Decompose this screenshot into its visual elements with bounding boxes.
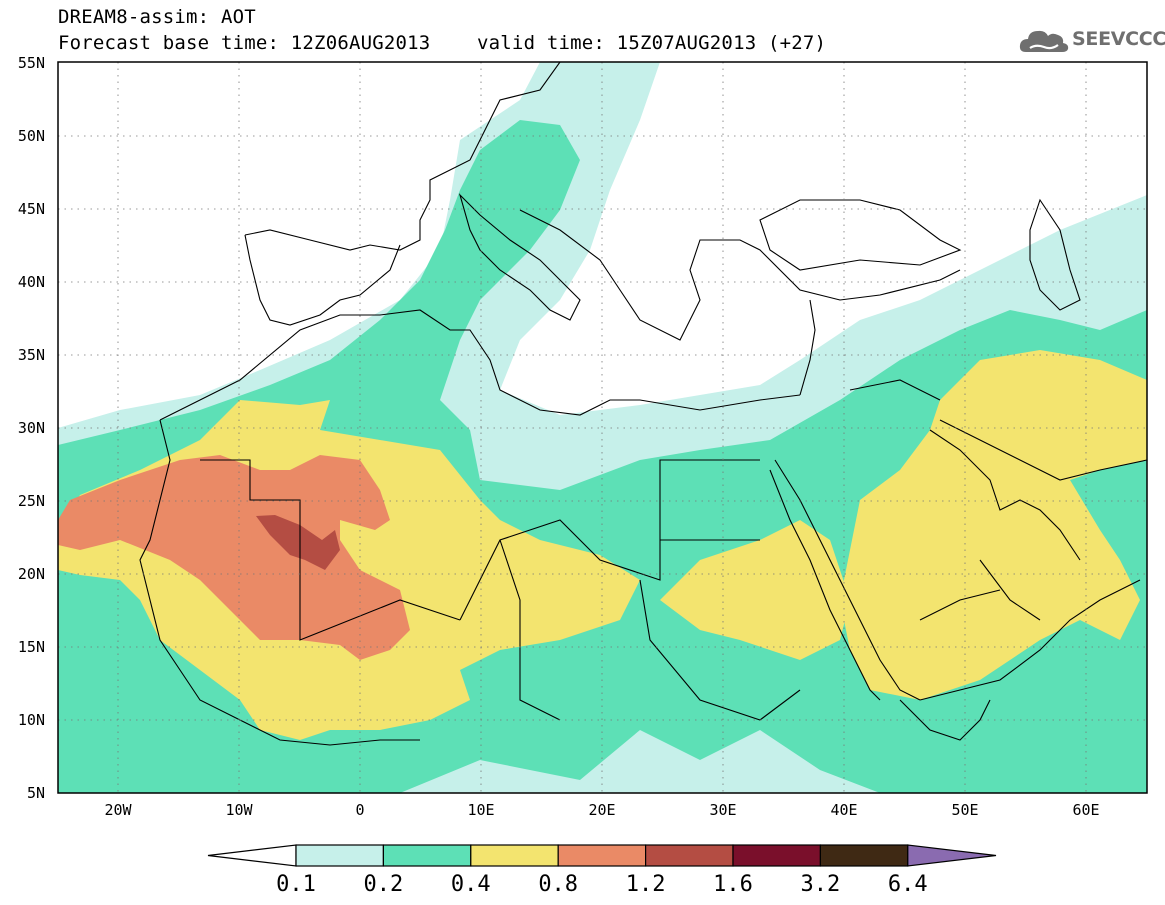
- colorbar-swatch-1.6: [732, 844, 822, 867]
- map-subtitle: Forecast base time: 12Z06AUG2013 valid t…: [58, 32, 826, 54]
- colorbar-label: 0.1: [276, 872, 316, 897]
- lon-label: 50E: [951, 801, 978, 819]
- colorbar-label: 0.4: [451, 872, 491, 897]
- lat-label: 55N: [18, 54, 45, 72]
- lat-label: 50N: [18, 127, 45, 145]
- map-frame: [57, 61, 1148, 794]
- lon-label: 20W: [104, 801, 132, 819]
- aot-band-0.4-sudan: [660, 520, 850, 660]
- lon-label: 20E: [588, 801, 615, 819]
- lat-axis: 55N 50N 45N 40N 35N 30N 25N 20N 15N 10N …: [18, 54, 45, 802]
- logo-text: SEEVCCC: [1072, 28, 1165, 50]
- colorbar-label: 0.2: [364, 872, 404, 897]
- colorbar-swatch-0.2: [382, 844, 472, 867]
- aot-contours: [58, 62, 1147, 793]
- colorbar-min-arrow: [207, 844, 297, 867]
- seevccc-logo: SEEVCCC: [1018, 26, 1165, 58]
- lon-axis: 20W 10W 0 10E 20E 30E 40E 50E 60E: [104, 801, 1099, 819]
- cloud-icon: [1019, 30, 1069, 52]
- lon-label: 10E: [467, 801, 494, 819]
- lon-label: 0: [355, 801, 364, 819]
- lat-label: 40N: [18, 273, 45, 291]
- lat-label: 15N: [18, 638, 45, 656]
- lon-label: 30E: [709, 801, 736, 819]
- lat-label: 10N: [18, 711, 45, 729]
- colorbar-max-arrow: [907, 844, 997, 867]
- colorbar-label: 6.4: [888, 872, 928, 897]
- colorbar-label: 0.8: [538, 872, 578, 897]
- aot-band-1.2: [256, 515, 340, 570]
- aot-band-0.8: [58, 455, 410, 660]
- lon-label: 10W: [225, 801, 253, 819]
- aot-band-0.4-arabia: [840, 350, 1147, 700]
- forecast-base-time: Forecast base time: 12Z06AUG2013: [58, 32, 431, 54]
- lat-label: 5N: [27, 784, 45, 802]
- lat-label: 30N: [18, 419, 45, 437]
- colorbar-swatch-0.4: [470, 844, 559, 867]
- valid-time: valid time: 15Z07AUG2013 (+27): [477, 32, 827, 54]
- colorbar-labels: 0.1 0.2 0.4 0.8 1.2 1.6 3.2 6.4: [276, 872, 928, 897]
- lat-label: 35N: [18, 346, 45, 364]
- colorbar-label: 1.2: [626, 872, 666, 897]
- colorbar-label: 1.6: [713, 872, 753, 897]
- colorbar-swatch-3.2: [819, 844, 909, 867]
- lat-label: 45N: [18, 200, 45, 218]
- colorbar-swatch-1.2: [644, 844, 734, 867]
- lat-label: 25N: [18, 492, 45, 510]
- colorbar-swatch-0.1: [295, 844, 385, 867]
- lat-label: 20N: [18, 565, 45, 583]
- map-grid: [58, 62, 1147, 793]
- coastlines: [139, 62, 1147, 746]
- colorbar-swatch-0.8: [557, 844, 647, 867]
- map-title: DREAM8-assim: AOT: [58, 6, 256, 28]
- lon-label: 60E: [1072, 801, 1099, 819]
- colorbar-label: 3.2: [801, 872, 841, 897]
- colorbar: [207, 844, 997, 867]
- lon-label: 40E: [830, 801, 857, 819]
